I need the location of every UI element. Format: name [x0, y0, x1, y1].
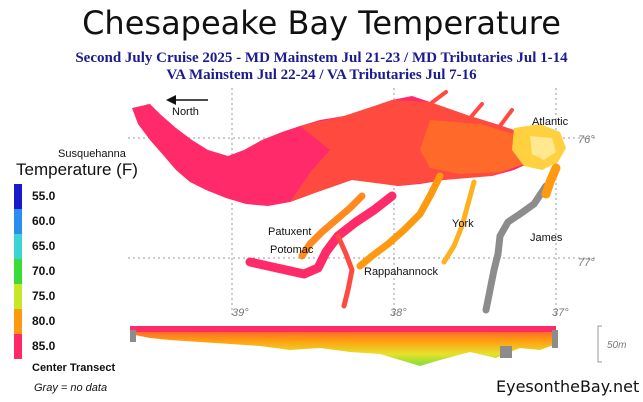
patuxent-label: Patuxent — [268, 226, 312, 238]
transect-surface-band — [130, 326, 556, 332]
rappahannock-river — [356, 172, 444, 270]
legend-swatch — [14, 184, 22, 209]
legend-label: 80.0 — [32, 314, 56, 328]
legend-label: 85.0 — [32, 339, 56, 353]
susquehanna-arm — [140, 104, 168, 130]
grid-label-37: 37° — [552, 307, 569, 319]
legend-swatch — [14, 309, 22, 334]
legend-item-55: 55.0 — [14, 184, 84, 209]
transect-nodata-end — [552, 330, 558, 348]
north-label: North — [172, 106, 199, 118]
legend-swatch — [14, 284, 22, 309]
north-arrow — [166, 95, 208, 105]
legend-item-65: 65.0 — [14, 234, 84, 259]
transect-nodata-left — [130, 330, 136, 342]
potomac-river — [245, 191, 397, 279]
map-title: Chesapeake Bay Temperature — [82, 4, 561, 42]
potomac-label: Potomac — [270, 244, 314, 256]
legend-swatch — [14, 209, 22, 234]
york-label: York — [452, 218, 474, 230]
grid-label-76: 76° — [578, 134, 595, 146]
legend-label: 60.0 — [32, 214, 56, 228]
grid-label-38: 38° — [390, 307, 407, 319]
depth-scale-label: 50m — [607, 340, 627, 351]
tributaries — [245, 90, 561, 314]
no-data-note: Gray = no data — [34, 382, 108, 394]
legend-swatch — [14, 234, 22, 259]
transect-label: Center Transect — [32, 362, 116, 374]
james-mouth — [541, 163, 561, 199]
transect-profile — [130, 326, 556, 366]
grid-label-39: 39° — [232, 307, 249, 319]
legend-label: 75.0 — [32, 289, 56, 303]
james-label: James — [530, 232, 563, 244]
legend-item-70: 70.0 — [14, 259, 84, 284]
grid-label-77: 77° — [578, 257, 595, 269]
atlantic-label: Atlantic — [532, 116, 569, 128]
patuxent-river — [298, 192, 366, 260]
legend-swatch — [14, 259, 22, 284]
legend-item-75: 75.0 — [14, 284, 84, 309]
legend-item-85: 85.0 — [14, 334, 84, 359]
legend-label: 70.0 — [32, 264, 56, 278]
york-river — [441, 179, 477, 265]
potomac-branch — [335, 233, 355, 309]
susquehanna-label: Susquehanna — [58, 148, 126, 160]
legend-title: Temperature (F) — [16, 160, 138, 179]
legend-item-80: 80.0 — [14, 309, 84, 334]
eastern-shore-creeks — [418, 90, 514, 128]
center-transect — [130, 326, 558, 366]
legend-item-60: 60.0 — [14, 209, 84, 234]
transect-nodata-right — [500, 346, 512, 358]
lower-bay — [420, 120, 540, 174]
subtitle-line-2: VA Mainstem Jul 22-24 / VA Tributaries J… — [166, 67, 477, 83]
depth-scale-bar — [597, 325, 602, 363]
rappahannock-label: Rappahannock — [364, 266, 439, 278]
legend-label: 65.0 — [32, 239, 56, 253]
subtitle-line-1: Second July Cruise 2025 - MD Mainstem Ju… — [75, 50, 568, 66]
james-river — [482, 182, 550, 314]
bay-mouth-center — [530, 136, 556, 160]
legend-label: 55.0 — [32, 189, 56, 203]
site-credit: EyesontheBay.net — [496, 377, 640, 396]
legend-swatch — [14, 334, 22, 359]
